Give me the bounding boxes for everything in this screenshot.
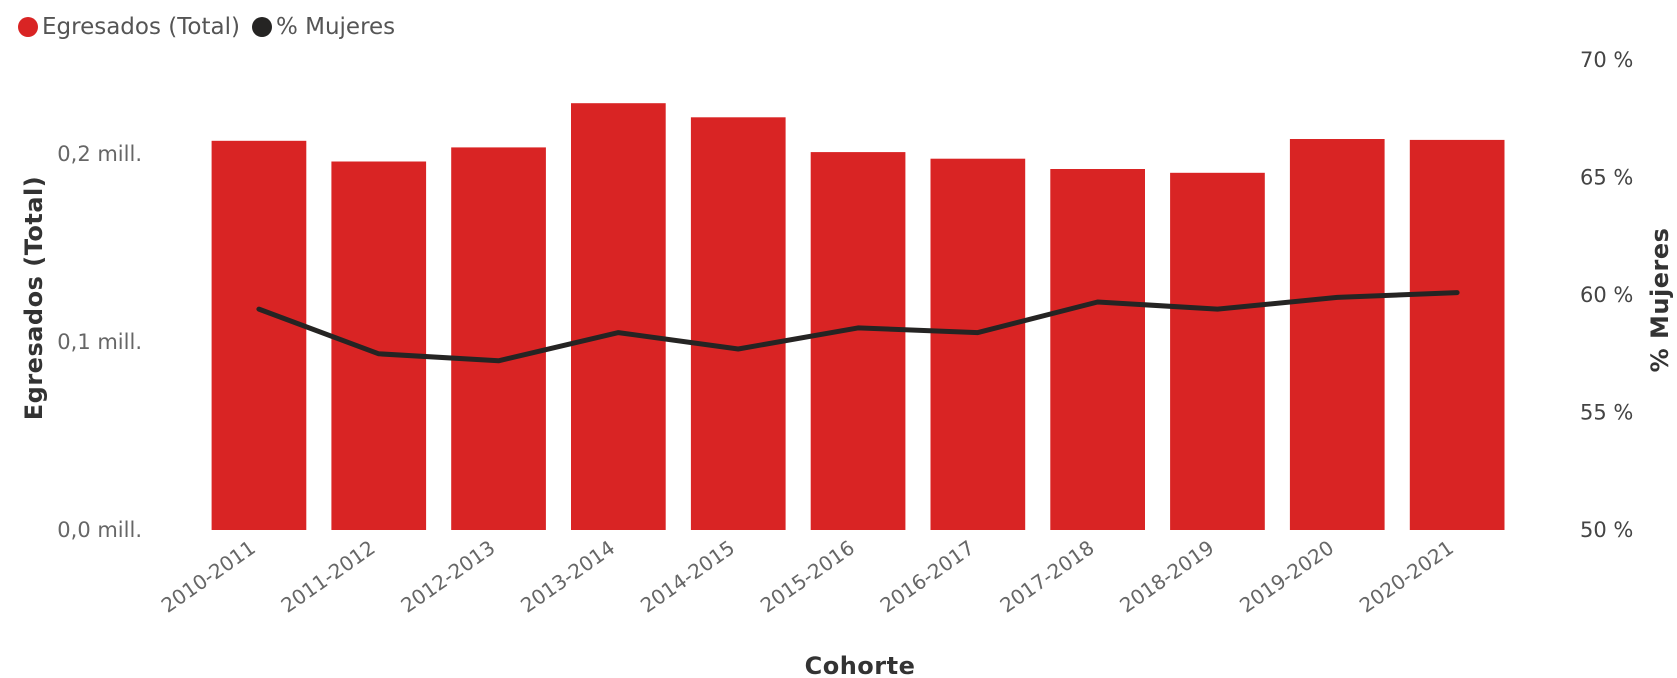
x-tick-label: 2010-2011 xyxy=(157,535,260,617)
x-tick-label: 2015-2016 xyxy=(756,535,859,617)
x-tick-label: 2016-2017 xyxy=(876,535,979,617)
y-axis-left-title: Egresados (Total) xyxy=(20,176,48,420)
legend: Egresados (Total) % Mujeres xyxy=(18,10,407,44)
y-tick-right: 65 % xyxy=(1580,166,1633,190)
x-tick-label: 2017-2018 xyxy=(995,535,1098,617)
y-tick-right: 70 % xyxy=(1580,48,1633,72)
legend-label-egresados: Egresados (Total) xyxy=(42,14,240,40)
y-tick-right: 60 % xyxy=(1580,283,1633,307)
x-tick-label: 2019-2020 xyxy=(1235,535,1338,617)
legend-item-mujeres[interactable]: % Mujeres xyxy=(251,14,396,40)
y-tick-right: 50 % xyxy=(1580,518,1633,542)
x-tick-label: 2020-2021 xyxy=(1355,535,1458,617)
x-axis-title: Cohorte xyxy=(805,652,916,678)
y-tick-left: 0,2 mill. xyxy=(57,142,142,166)
bar-2014-2015[interactable] xyxy=(690,117,786,531)
line-series xyxy=(256,290,1460,364)
x-tick-label: 2014-2015 xyxy=(636,535,739,617)
left-axis-ticks: 0,0 mill. 0,1 mill. 0,2 mill. xyxy=(57,142,142,542)
y-tick-right: 55 % xyxy=(1580,401,1633,425)
x-tick-label: 2018-2019 xyxy=(1115,535,1218,617)
legend-item-egresados[interactable]: Egresados (Total) xyxy=(18,14,240,40)
bar-2019-2020[interactable] xyxy=(1289,139,1385,530)
bar-2016-2017[interactable] xyxy=(930,158,1026,530)
y-tick-left: 0,0 mill. xyxy=(57,518,142,542)
bar-2017-2018[interactable] xyxy=(1050,169,1145,530)
right-axis-ticks: 50 % 55 % 60 % 65 % 70 % xyxy=(1580,48,1633,542)
bar-2020-2021[interactable] xyxy=(1409,139,1505,530)
x-tick-label: 2012-2013 xyxy=(396,535,499,617)
x-tick-label: 2013-2014 xyxy=(516,535,619,617)
legend-label-mujeres: % Mujeres xyxy=(275,14,396,40)
x-tick-label: 2011-2012 xyxy=(277,535,380,617)
y-axis-right-title: % Mujeres xyxy=(1646,228,1674,373)
legend-marker-egresados xyxy=(18,17,38,37)
x-axis-ticks: 2010-2011 2011-2012 2012-2013 2013-2014 2014… xyxy=(157,535,1458,617)
y-tick-left: 0,1 mill. xyxy=(57,330,142,354)
bar-2018-2019[interactable] xyxy=(1170,172,1265,531)
bar-2010-2011[interactable] xyxy=(211,140,307,531)
legend-marker-mujeres xyxy=(251,17,272,37)
bar-2013-2014[interactable] xyxy=(571,103,666,530)
bar-2015-2016[interactable] xyxy=(810,152,906,530)
bar-series xyxy=(211,103,1505,531)
bar-2011-2012[interactable] xyxy=(331,161,427,531)
bar-2012-2013[interactable] xyxy=(451,147,546,530)
